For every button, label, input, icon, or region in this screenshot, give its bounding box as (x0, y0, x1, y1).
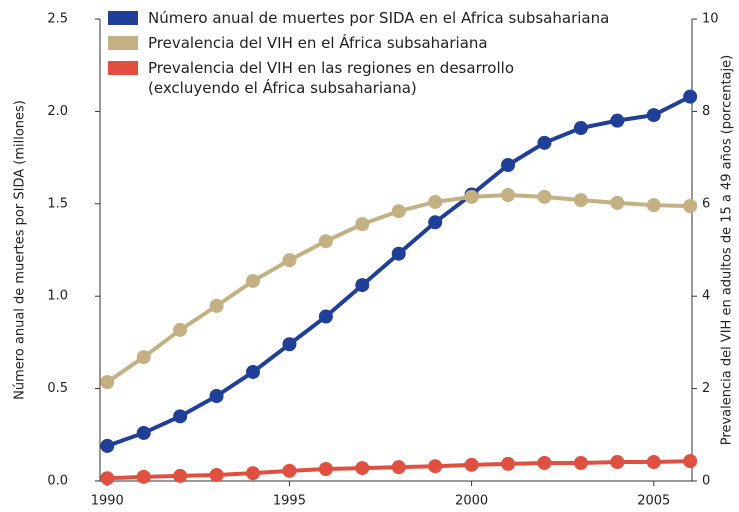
y2-tick-label: 0 (702, 474, 710, 489)
y-tick-label: 0.5 (47, 381, 68, 396)
data-point (501, 456, 516, 471)
legend-swatch (108, 36, 138, 50)
data-point (318, 234, 333, 249)
data-point (646, 108, 661, 123)
data-point (573, 121, 588, 136)
data-point (391, 204, 406, 219)
data-point (100, 471, 115, 486)
x-tick-label: 1995 (273, 494, 306, 509)
data-point (610, 455, 625, 470)
legend-swatch (108, 11, 138, 25)
y-tick-label: 0.0 (47, 474, 68, 489)
legend-label: Prevalencia del VIH en las regiones en d… (148, 59, 514, 97)
y-tick-label: 1.5 (47, 196, 68, 211)
data-point (246, 466, 261, 481)
y-tick-label: 1.0 (47, 289, 68, 304)
data-point (173, 322, 188, 337)
y2-tick-label: 6 (702, 196, 710, 211)
data-point (683, 89, 698, 104)
legend-label: Prevalencia del VIH en el África subsaha… (148, 34, 488, 52)
legend-entry: Número anual de muertes por SIDA en el A… (108, 8, 609, 28)
data-point (683, 199, 698, 214)
y2-tick-label: 2 (702, 381, 710, 396)
data-point (646, 455, 661, 470)
legend-label: Número anual de muertes por SIDA en el A… (148, 9, 610, 27)
legend-entry: Prevalencia del VIH en el África subsaha… (108, 33, 609, 53)
data-point (537, 135, 552, 150)
data-point (428, 215, 443, 230)
x-tick-label: 2000 (455, 494, 488, 509)
data-point (209, 388, 224, 403)
y2-tick-label: 8 (702, 104, 710, 119)
data-point (100, 375, 115, 390)
y2-axis-label: Prevalencia del VIH en adultos de 15 a 4… (720, 55, 735, 445)
data-point (355, 278, 370, 293)
data-point (464, 457, 479, 472)
data-point (282, 253, 297, 268)
series-line (106, 94, 692, 448)
data-point (610, 195, 625, 210)
data-point (428, 459, 443, 474)
data-point (355, 217, 370, 232)
data-point (537, 455, 552, 470)
data-point (318, 461, 333, 476)
data-point (209, 467, 224, 482)
x-tick-label: 1990 (91, 494, 124, 509)
series-line (106, 193, 691, 384)
data-point (501, 157, 516, 172)
y-tick-label: 2.0 (47, 104, 68, 119)
data-point (428, 194, 443, 209)
data-point (282, 463, 297, 478)
data-point (246, 364, 261, 379)
data-point (610, 113, 625, 128)
y2-tick-label: 10 (702, 12, 719, 27)
data-point (573, 455, 588, 470)
data-point (501, 188, 516, 203)
data-point (136, 350, 151, 365)
data-point (464, 189, 479, 204)
y2-tick-label: 4 (702, 289, 710, 304)
data-point (282, 337, 297, 352)
legend-entry: Prevalencia del VIH en las regiones en d… (108, 58, 609, 98)
x-tick-label: 2005 (637, 494, 670, 509)
data-point (246, 273, 261, 288)
data-point (136, 469, 151, 484)
data-point (100, 438, 115, 453)
legend-swatch (108, 61, 138, 75)
y-axis-label: Número anual de muertes por SIDA (millon… (13, 100, 28, 400)
data-point (391, 246, 406, 261)
data-point (683, 454, 698, 469)
legend: Número anual de muertes por SIDA en el A… (108, 8, 609, 103)
data-point (537, 189, 552, 204)
data-point (573, 193, 588, 208)
data-point (355, 461, 370, 476)
y-tick-label: 2.5 (47, 12, 68, 27)
data-point (136, 425, 151, 440)
data-point (173, 409, 188, 424)
data-point (173, 468, 188, 483)
data-point (391, 460, 406, 475)
data-point (209, 298, 224, 313)
data-point (646, 198, 661, 213)
data-point (318, 309, 333, 324)
